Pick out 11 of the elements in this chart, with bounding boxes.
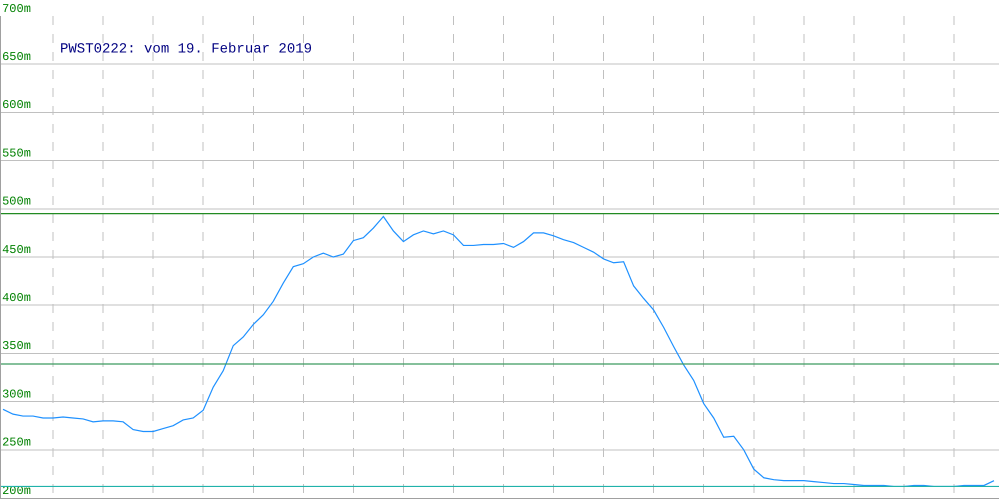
y-tick-label: 300m xyxy=(2,387,31,402)
y-tick-label: 450m xyxy=(2,242,31,257)
y-tick-label: 400m xyxy=(2,291,31,305)
y-tick-label: 700m xyxy=(2,2,31,16)
text: PWST0222: vom 19. Februar 2019 xyxy=(60,41,312,58)
y-tick-label: 350m xyxy=(2,339,31,354)
y-tick-label: 650m xyxy=(2,50,31,64)
y-tick-label: 550m xyxy=(2,146,31,160)
y-tick-label: 600m xyxy=(2,98,31,112)
y-tick-label: 500m xyxy=(2,194,31,209)
y-tick-label: 250m xyxy=(2,436,31,450)
